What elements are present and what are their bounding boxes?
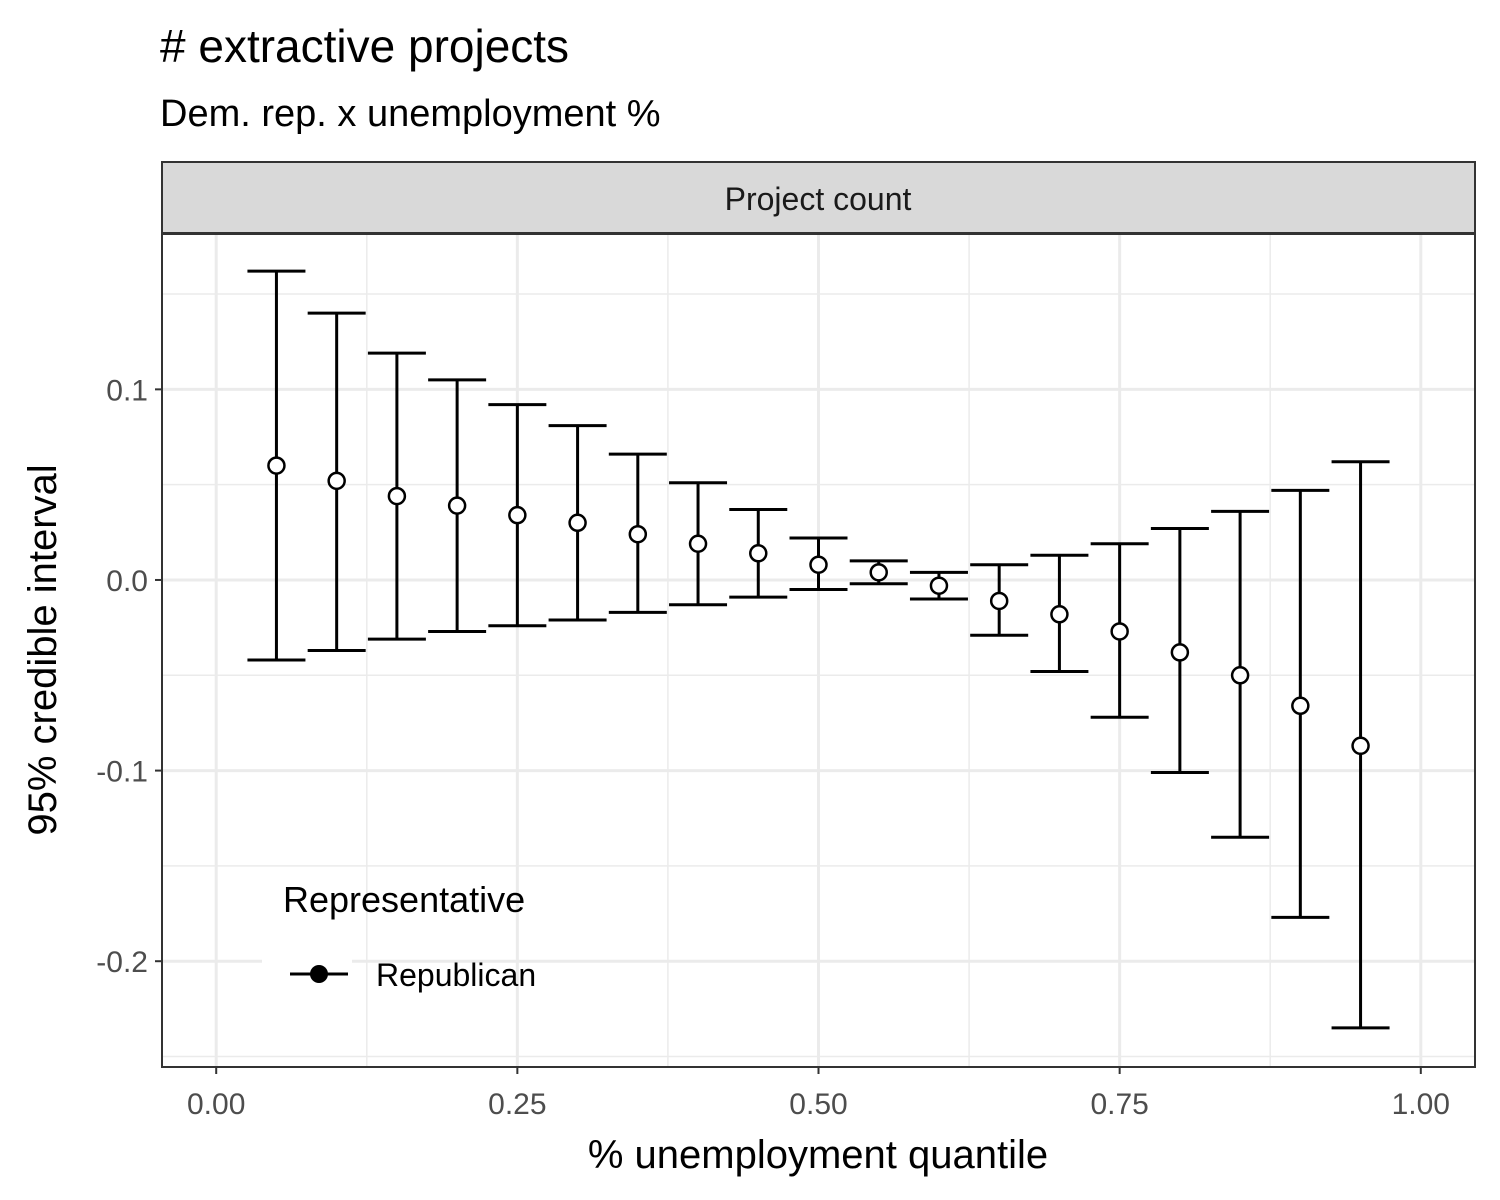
x-tick-label: 0.25 [488, 1088, 546, 1121]
estimate-point [989, 591, 1009, 611]
errorbar [1030, 553, 1089, 673]
y-tick-label: 0.1 [106, 374, 148, 407]
x-axis-label: % unemployment quantile [588, 1133, 1048, 1177]
grid-major [162, 234, 1475, 1067]
x-axis: 0.00 0.25 0.50 0.75 1.00 [187, 1067, 1450, 1121]
errorbar [488, 403, 547, 628]
estimate-point [508, 505, 527, 525]
legend-title: Representative [283, 879, 525, 920]
estimate-point [327, 471, 346, 491]
errorbar [367, 351, 426, 641]
errorbar [669, 481, 728, 607]
y-tick-label: -0.1 [96, 756, 148, 789]
errorbar [970, 563, 1029, 637]
estimate-point [749, 544, 768, 563]
y-axis: -0.2 -0.1 0.0 0.1 [96, 374, 162, 979]
chart-subtitle: Dem. rep. x unemployment % [160, 93, 661, 135]
errorbar [608, 452, 667, 614]
errorbar [849, 559, 908, 586]
estimate-point [1351, 736, 1370, 756]
errorbar [428, 378, 487, 633]
estimate-point [1291, 696, 1310, 716]
errorbar [1090, 542, 1149, 719]
y-axis-label: 95% credible interval [21, 464, 65, 835]
estimate-point [869, 563, 888, 582]
estimate-point [809, 555, 828, 574]
errorbar [789, 536, 848, 592]
chart-title: # extractive projects [160, 20, 570, 72]
errorbar [1211, 509, 1270, 839]
estimate-point [929, 576, 949, 595]
y-tick-label: -0.2 [96, 946, 148, 979]
legend: Representative Republican [262, 879, 536, 1010]
estimate-point [387, 486, 407, 506]
errorbar [729, 507, 788, 599]
estimate-point [688, 534, 708, 554]
facet-label: Project count [725, 181, 912, 217]
errorbar [548, 424, 607, 622]
estimate-point [447, 496, 467, 515]
errorbar-series [247, 269, 1390, 1030]
estimate-point [1170, 643, 1190, 662]
y-tick-label: 0.0 [106, 565, 148, 598]
errorbar [1331, 460, 1390, 1030]
x-tick-label: 0.75 [1090, 1088, 1148, 1121]
x-tick-label: 0.50 [789, 1088, 847, 1121]
errorbar [1271, 488, 1330, 919]
estimate-point [628, 524, 648, 544]
estimate-point [1050, 605, 1069, 624]
x-tick-label: 1.00 [1392, 1088, 1450, 1121]
estimate-point [1110, 622, 1129, 641]
estimate-point [1230, 666, 1250, 685]
estimate-point [267, 456, 286, 475]
errorbar [909, 570, 968, 601]
legend-key-point [310, 965, 328, 983]
estimate-point [568, 513, 587, 533]
legend-entry-republican: Republican [376, 957, 536, 993]
errorbar [1150, 527, 1209, 774]
errorbar [247, 269, 306, 662]
errorbar [307, 311, 366, 652]
x-tick-label: 0.00 [187, 1088, 245, 1121]
